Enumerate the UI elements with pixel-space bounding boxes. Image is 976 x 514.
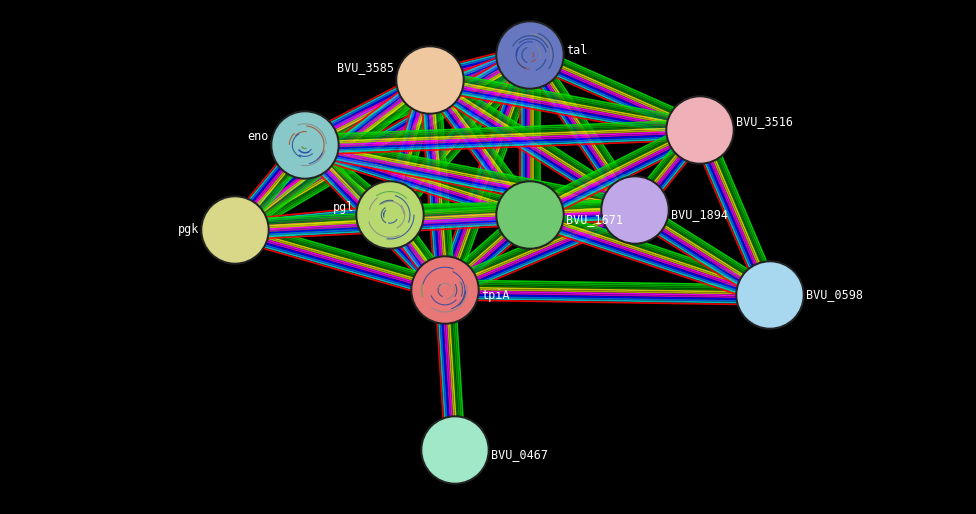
Text: BVU_3516: BVU_3516 (736, 116, 793, 128)
Text: BVU_0467: BVU_0467 (491, 449, 548, 462)
Circle shape (358, 183, 422, 247)
Circle shape (356, 181, 424, 249)
Circle shape (496, 21, 564, 89)
Circle shape (416, 261, 474, 319)
Circle shape (501, 26, 559, 84)
Circle shape (423, 418, 487, 482)
Circle shape (736, 261, 804, 329)
Text: tal: tal (566, 44, 588, 57)
Text: tpiA: tpiA (481, 288, 509, 302)
Circle shape (496, 181, 564, 249)
Circle shape (275, 116, 335, 174)
Circle shape (498, 183, 562, 247)
Text: pgl: pgl (333, 200, 354, 213)
Circle shape (271, 111, 339, 179)
Circle shape (413, 258, 477, 322)
Circle shape (273, 113, 337, 177)
Circle shape (738, 263, 802, 327)
Circle shape (396, 46, 464, 114)
Text: BVU_1894: BVU_1894 (671, 209, 728, 222)
Circle shape (411, 256, 479, 324)
Text: BVU_3585: BVU_3585 (337, 62, 394, 75)
Text: pgk: pgk (178, 224, 199, 236)
Text: BVU_0598: BVU_0598 (806, 288, 863, 302)
Circle shape (601, 176, 669, 244)
Circle shape (421, 416, 489, 484)
Circle shape (398, 48, 462, 112)
Circle shape (360, 186, 420, 245)
Circle shape (203, 198, 267, 262)
Text: eno: eno (248, 131, 269, 143)
Circle shape (201, 196, 269, 264)
Circle shape (668, 98, 732, 162)
Circle shape (498, 23, 562, 87)
Circle shape (603, 178, 667, 242)
Circle shape (666, 96, 734, 164)
Text: BVU_1671: BVU_1671 (566, 213, 623, 227)
